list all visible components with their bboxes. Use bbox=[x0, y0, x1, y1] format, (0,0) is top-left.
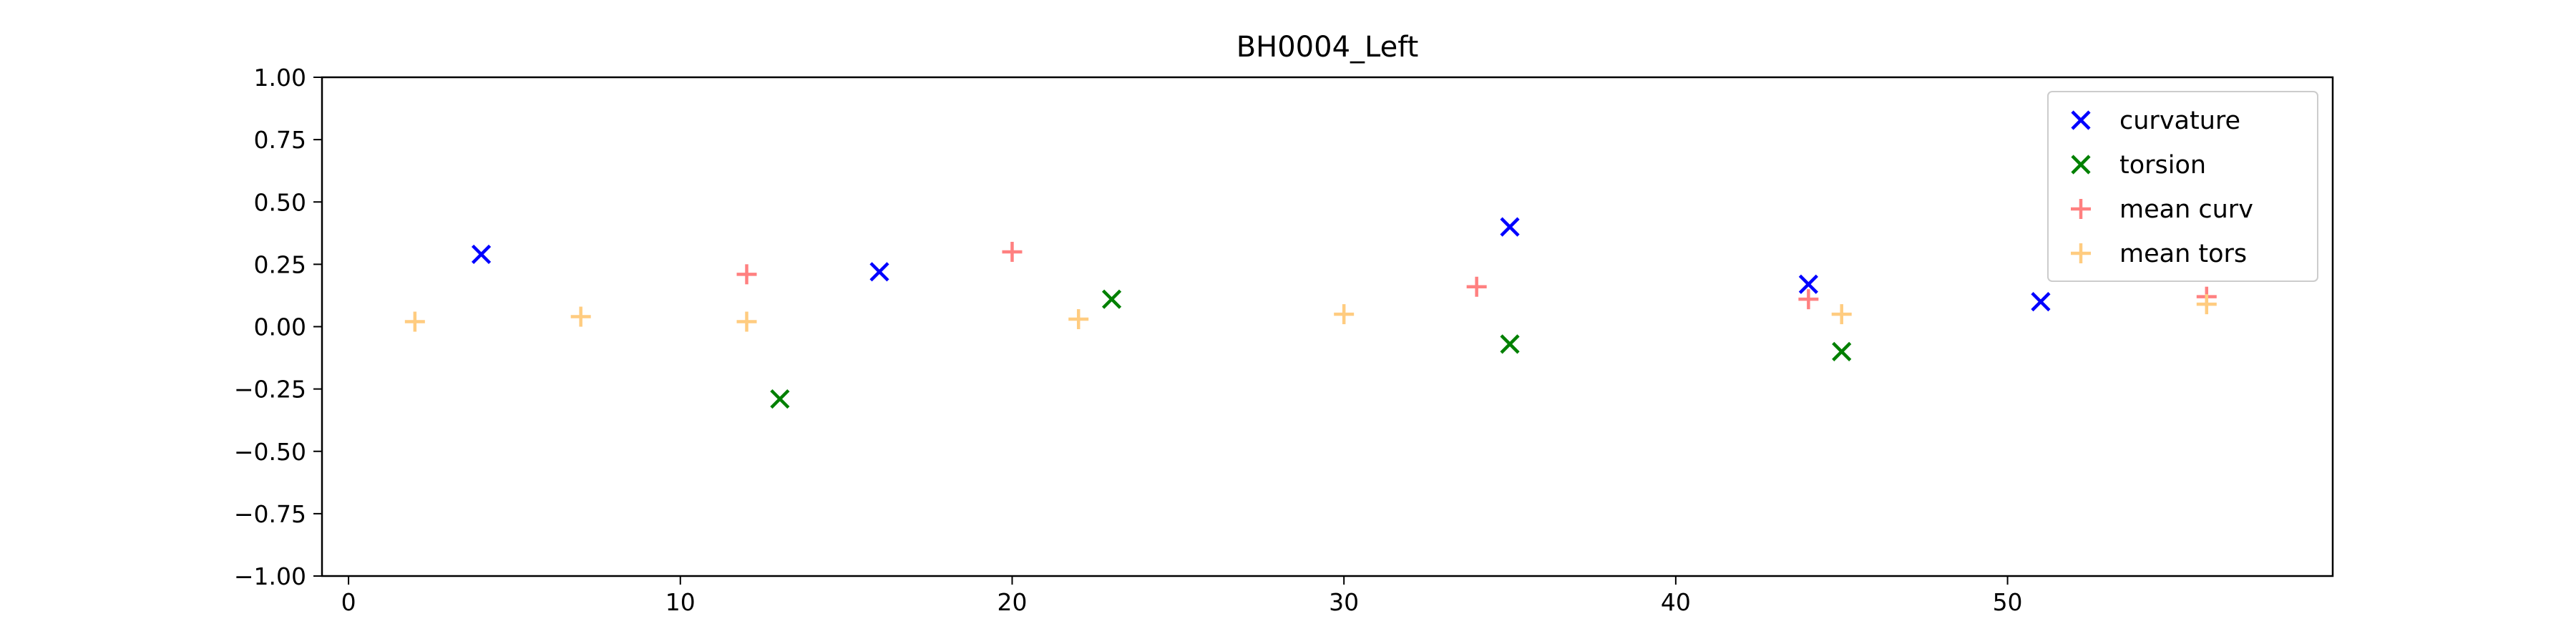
torsion-point bbox=[1500, 334, 1520, 354]
curvature-point bbox=[2031, 292, 2051, 312]
mean-tors-point bbox=[570, 306, 591, 327]
curvature-point bbox=[1500, 217, 1520, 237]
mean-tors-point bbox=[1334, 304, 1355, 325]
legend-marker-torsion bbox=[2071, 155, 2091, 175]
y-tick-label: 0.75 bbox=[254, 126, 306, 154]
mean-tors-point bbox=[1068, 309, 1089, 330]
legend-box bbox=[2047, 91, 2318, 282]
curvature-point bbox=[471, 244, 492, 265]
torsion-point bbox=[1102, 289, 1122, 309]
mean-curv-point bbox=[736, 264, 757, 285]
mean-tors-point bbox=[1831, 304, 1852, 325]
torsion-point bbox=[770, 389, 790, 409]
mean-curv-point bbox=[1002, 241, 1023, 262]
legend-marker-mean-curv bbox=[2071, 199, 2091, 219]
curvature-point bbox=[869, 262, 889, 282]
legend-label-mean-tors: mean tors bbox=[2119, 240, 2247, 268]
x-tick-label: 40 bbox=[1661, 588, 1691, 616]
legend-label-mean-curv: mean curv bbox=[2119, 195, 2253, 224]
y-tick-label: 0.00 bbox=[254, 313, 306, 341]
mean-curv-point bbox=[1798, 289, 1819, 310]
mean-tors-point bbox=[404, 311, 425, 332]
x-tick-label: 30 bbox=[1329, 588, 1359, 616]
data-marks bbox=[404, 217, 2217, 409]
legend-marker-mean-tors bbox=[2071, 243, 2091, 263]
y-tick-label: −0.50 bbox=[234, 438, 306, 466]
plot-frame bbox=[321, 76, 2334, 577]
x-tick-label: 20 bbox=[997, 588, 1027, 616]
chart-title: BH0004_Left bbox=[1236, 31, 1419, 64]
legend-label-curvature: curvature bbox=[2119, 107, 2240, 135]
y-tick-label: −0.25 bbox=[234, 376, 306, 404]
curvature-point bbox=[1798, 274, 1818, 294]
x-tick-label: 0 bbox=[341, 588, 356, 616]
y-tick-label: 1.00 bbox=[254, 64, 306, 92]
x-tick-label: 10 bbox=[665, 588, 696, 616]
mean-tors-point bbox=[2196, 294, 2217, 315]
mean-tors-point bbox=[736, 311, 757, 332]
y-tick-label: −0.75 bbox=[234, 500, 306, 528]
axis-ticks: 0 10 20 30 40 50 1.00 0.75 0.50 0.25 0.00 −0.25 −0.5… bbox=[234, 64, 2023, 616]
y-tick-label: −1.00 bbox=[234, 562, 306, 590]
y-tick-label: 0.50 bbox=[254, 188, 306, 216]
mean-curv-point bbox=[1466, 276, 1487, 297]
legend-label-torsion: torsion bbox=[2119, 151, 2206, 180]
x-tick-label: 50 bbox=[1993, 588, 2023, 616]
y-tick-label: 0.25 bbox=[254, 250, 306, 278]
legend: curvature torsion mean curv mean tors bbox=[2047, 91, 2318, 282]
legend-marker-curvature bbox=[2071, 110, 2091, 130]
torsion-point bbox=[1832, 341, 1852, 361]
